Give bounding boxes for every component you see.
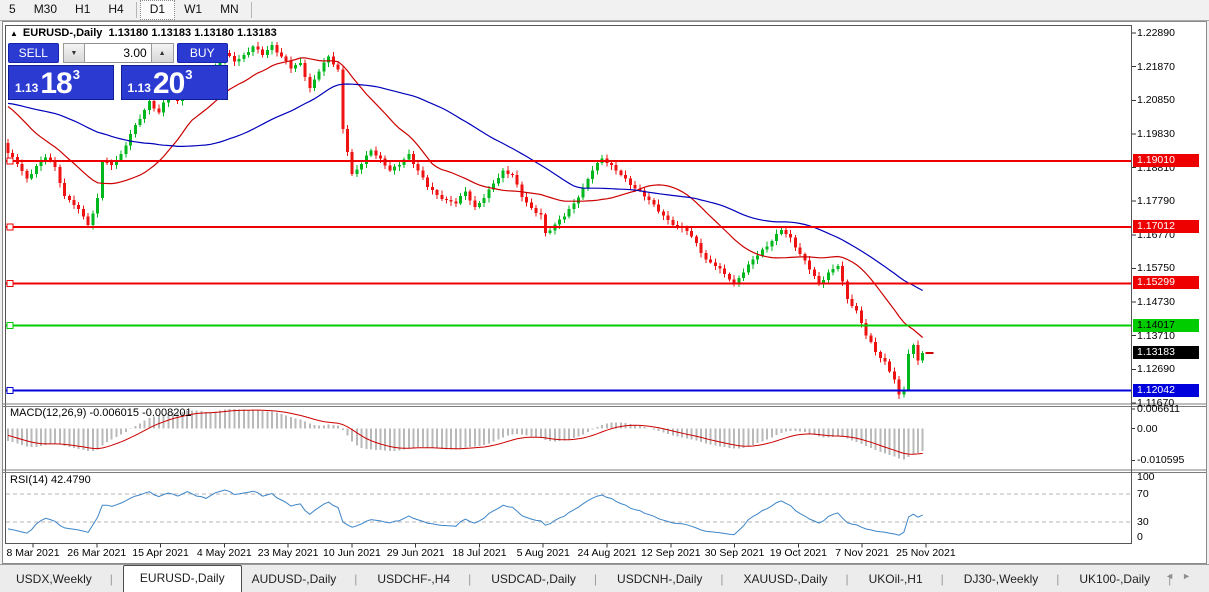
date-tick: 18 Jul 2021 <box>452 547 507 559</box>
rsi-axis-tick: 0 <box>1137 531 1143 543</box>
rsi-axis-tick: 30 <box>1137 516 1149 528</box>
symbol-period-label: EURUSD-,Daily <box>22 27 103 39</box>
tab-scroll-arrows[interactable]: ◄► <box>1165 571 1199 581</box>
macd-axis-tick: -0.010595 <box>1137 454 1185 467</box>
sell-price-big: 18 <box>40 67 72 100</box>
timeframe-button-h1[interactable]: H1 <box>75 2 91 16</box>
price-tick: 1.22890 <box>1137 27 1175 39</box>
sell-price-prefix: 1.13 <box>15 81 39 95</box>
tab-dj30-weekly[interactable]: DJ30-,Weekly <box>954 568 1070 592</box>
rsi-label: RSI(14) 42.4790 <box>10 474 91 486</box>
price-tick: 1.13710 <box>1137 329 1175 342</box>
level-price-badge: 1.19010 <box>1133 153 1199 167</box>
timeframe-button-m5[interactable]: 5 <box>9 2 16 16</box>
price-tick: 1.17790 <box>1137 195 1175 208</box>
timeframe-button-d1[interactable]: D1 <box>139 0 176 20</box>
timeframe-button-m30[interactable]: M30 <box>33 2 58 16</box>
price-tick: 1.19830 <box>1137 127 1175 140</box>
date-tick: 7 Nov 2021 <box>835 547 889 559</box>
tab-xauusd-daily[interactable]: XAUUSD-,Daily <box>734 568 859 592</box>
buy-price-display[interactable]: 1.13 20 3 <box>120 65 228 100</box>
tab-audusd-daily[interactable]: AUDUSD-,Daily <box>242 568 368 592</box>
timeframe-button-h4[interactable]: H4 <box>108 2 124 16</box>
date-tick: 30 Sep 2021 <box>704 547 765 559</box>
buy-price-pip: 3 <box>185 67 193 82</box>
buy-button[interactable]: BUY <box>176 43 228 63</box>
tab-scroll-left-icon[interactable]: ◄ <box>1165 571 1183 581</box>
price-tick: 1.15750 <box>1137 262 1175 275</box>
toolbar-separator <box>135 2 137 18</box>
collapse-triangle-icon[interactable]: ▲ <box>10 29 18 38</box>
timeframe-button-w1[interactable]: W1 <box>184 2 203 16</box>
tab-eurusd-daily[interactable]: EURUSD-,Daily <box>122 565 242 592</box>
chart-title: ▲ EURUSD-,Daily 1.13180 1.13183 1.13180 1… <box>10 27 277 39</box>
date-tick: 24 Aug 2021 <box>577 547 637 559</box>
level-price-badge: 1.14017 <box>1133 318 1199 332</box>
sell-price-display[interactable]: 1.13 18 3 <box>8 65 114 100</box>
tab-uk100-daily[interactable]: UK100-,Daily <box>1069 568 1181 592</box>
price-tick: 1.20850 <box>1137 94 1175 107</box>
date-tick: 15 Apr 2021 <box>132 547 189 559</box>
timeframe-toolbar: 5 M30 H1 H4 D1 W1 MN <box>0 0 1209 21</box>
symbol-tab-bar: USDX,Weekly EURUSD-,Daily AUDUSD-,Daily … <box>0 564 1209 592</box>
date-tick: 26 Mar 2021 <box>67 547 127 559</box>
buy-price-prefix: 1.13 <box>127 81 151 95</box>
date-tick: 10 Jun 2021 <box>322 547 381 559</box>
price-tick: 1.11670 <box>1137 396 1175 409</box>
timeframe-button-mn[interactable]: MN <box>220 2 239 16</box>
date-tick: 23 May 2021 <box>257 547 319 559</box>
price-tick: 1.21870 <box>1137 60 1175 73</box>
level-price-badge: 1.12042 <box>1133 383 1199 397</box>
tab-usdcad-daily[interactable]: USDCAD-,Daily <box>481 568 607 592</box>
level-price-badge: 1.15299 <box>1133 276 1199 290</box>
rsi-axis-tick: 70 <box>1137 488 1149 500</box>
macd-axis-tick: 0.00 <box>1137 422 1158 435</box>
tab-usdchf-h4[interactable]: USDCHF-,H4 <box>367 568 481 592</box>
arrow-down-icon: ▼ <box>70 50 78 57</box>
price-tick: 1.14730 <box>1137 296 1175 309</box>
volume-decrease-button[interactable]: ▼ <box>62 43 86 63</box>
macd-axis-tick: 0.006611 <box>1137 402 1181 415</box>
date-tick: 12 Sep 2021 <box>641 547 701 559</box>
date-tick: 29 Jun 2021 <box>386 547 445 559</box>
ohlc-values: 1.13180 1.13183 1.13180 1.13183 <box>108 27 277 39</box>
date-tick: 8 Mar 2021 <box>6 547 60 559</box>
tab-ukoil-h1[interactable]: UKOil-,H1 <box>859 568 954 592</box>
tab-usdcnh-daily[interactable]: USDCNH-,Daily <box>607 568 733 592</box>
date-tick: 19 Oct 2021 <box>769 547 827 559</box>
tab-scroll-right-icon[interactable]: ► <box>1182 571 1199 581</box>
arrow-up-icon: ▲ <box>158 50 166 57</box>
sell-button[interactable]: SELL <box>8 43 59 63</box>
one-click-trade-panel: SELL ▼ 3.00 ▲ BUY 1.13 18 3 1.13 20 3 <box>8 43 228 100</box>
date-tick: 4 May 2021 <box>196 547 252 559</box>
sell-price-pip: 3 <box>72 67 80 82</box>
volume-increase-button[interactable]: ▲ <box>150 43 174 63</box>
date-tick: 5 Aug 2021 <box>516 547 570 559</box>
current-price-badge: 1.13183 <box>1133 346 1199 360</box>
rsi-axis-tick: 100 <box>1137 471 1155 483</box>
macd-label: MACD(12,26,9) -0.006015 -0.008201 <box>10 407 192 419</box>
price-tick: 1.12690 <box>1137 363 1175 376</box>
level-price-badge: 1.17012 <box>1133 219 1199 233</box>
date-tick: 25 Nov 2021 <box>896 547 956 559</box>
volume-input[interactable]: 3.00 <box>85 43 151 63</box>
buy-price-big: 20 <box>152 67 185 100</box>
toolbar-separator <box>250 2 252 18</box>
tab-usdx-weekly[interactable]: USDX,Weekly <box>6 568 123 592</box>
